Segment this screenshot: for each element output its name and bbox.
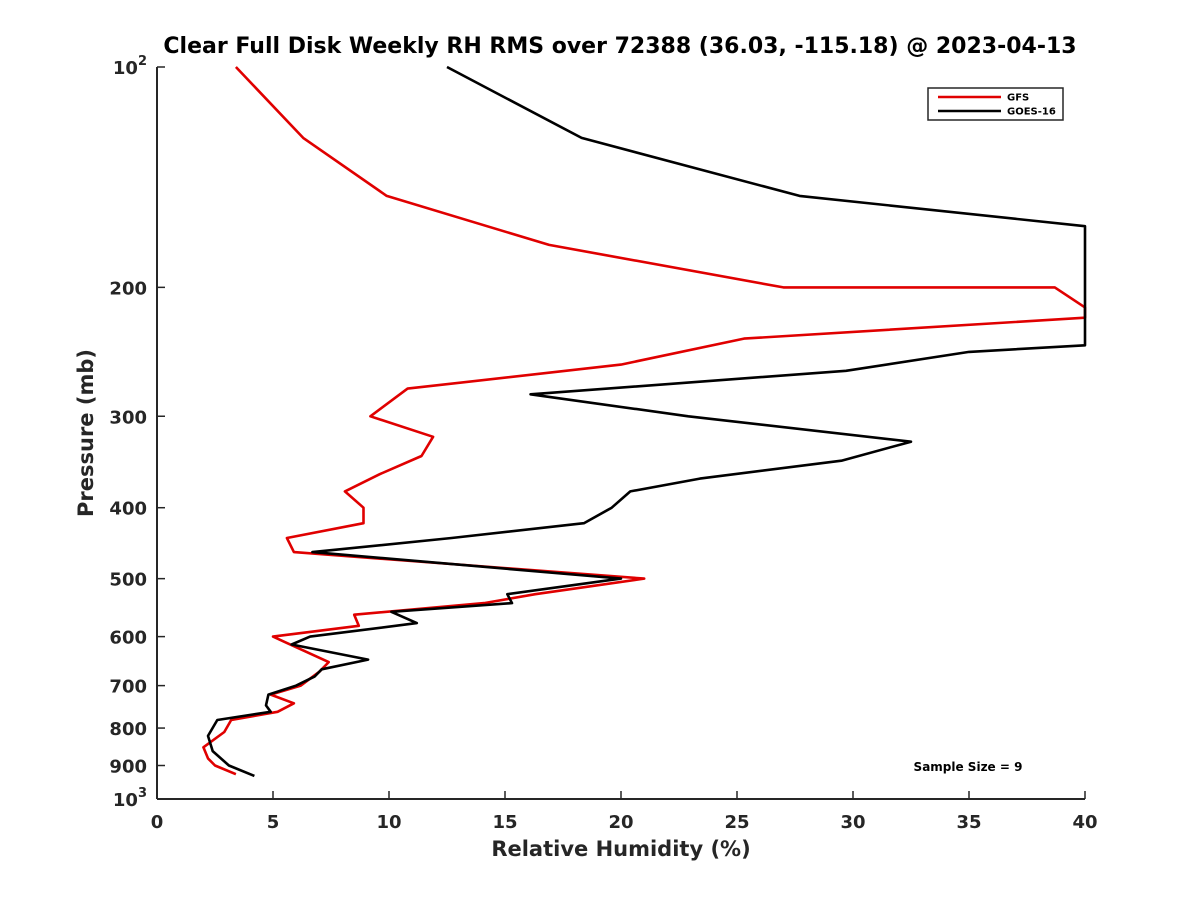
- x-tick-label: 40: [1072, 812, 1097, 833]
- series-line-goes-16: [206, 65, 1087, 778]
- y-axis-label: Pressure (mb): [74, 349, 98, 517]
- x-tick-label: 0: [151, 812, 164, 833]
- legend: GFS GOES-16: [927, 87, 1064, 121]
- y-tick-label: 700: [109, 677, 147, 698]
- x-tick-label: 10: [376, 812, 401, 833]
- x-axis-label: Relative Humidity (%): [491, 837, 750, 861]
- series-lines: [202, 65, 1087, 778]
- x-tick-label: 20: [608, 812, 633, 833]
- sample-size-annotation: Sample Size = 9: [914, 760, 1023, 774]
- legend-label-goes-16: GOES-16: [1007, 107, 1056, 118]
- x-axis-ticks: 0 5 10 15 20 25 30 35 40: [151, 791, 1098, 833]
- y-tick-label: 800: [109, 719, 147, 740]
- y-tick-label: 200: [109, 278, 147, 299]
- plot-area: [157, 67, 1085, 799]
- chart-title: Clear Full Disk Weekly RH RMS over 72388…: [163, 34, 1076, 59]
- x-tick-label: 15: [492, 812, 517, 833]
- y-axis-ticks: 102 200 300 400 500 600 700 800 900 103: [109, 54, 165, 811]
- y-tick-label: 400: [109, 499, 147, 520]
- y-tick-label: 500: [109, 570, 147, 591]
- y-tick-label: 600: [109, 628, 147, 649]
- x-tick-label: 5: [267, 812, 280, 833]
- x-tick-label: 30: [840, 812, 865, 833]
- x-tick-label: 35: [956, 812, 981, 833]
- y-tick-label: 300: [109, 407, 147, 428]
- legend-box: [927, 87, 1064, 121]
- y-tick-label: 102: [113, 54, 147, 79]
- x-tick-label: 25: [724, 812, 749, 833]
- y-tick-label: 103: [113, 786, 147, 811]
- legend-label-gfs: GFS: [1007, 93, 1029, 104]
- y-tick-label: 900: [109, 757, 147, 778]
